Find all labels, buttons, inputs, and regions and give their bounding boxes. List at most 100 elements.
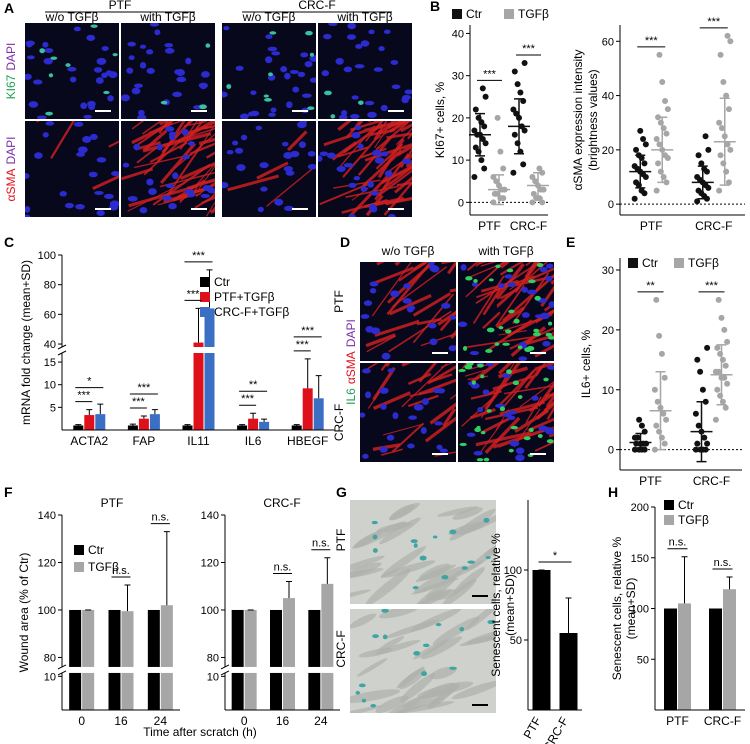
y-axis-label: KI67+ cells, % [433,81,447,158]
stained-spot [524,347,532,353]
nucleus [164,47,175,54]
chart-title: CRC-F [263,496,300,510]
y-axis-label: (mean+SD) [503,574,517,636]
bar [302,388,313,430]
data-point [717,51,724,58]
nucleus [42,41,49,48]
error-bar [129,423,136,426]
row-label: PTF [334,529,348,552]
bar [204,308,215,430]
axis-break-mark [220,670,230,676]
nucleus [268,112,276,117]
panel-letter: A [4,0,14,16]
error-bar [184,424,191,426]
actin-fiber [128,184,198,208]
nucleus [139,61,147,69]
stained-spot [476,425,481,429]
nucleus [28,101,39,108]
nucleus [515,454,525,462]
stained-spot [160,100,168,105]
significance-label: n.s. [274,561,292,573]
y-tick-label: 80 [207,652,219,664]
y-tick-label: 120 [38,557,56,569]
significance-label: *** [192,250,206,262]
nucleus [128,55,135,61]
significance-label: ** [646,280,655,292]
actin-fiber [447,262,456,275]
nucleus [370,190,379,196]
actin-fiber [194,194,215,209]
data-point [692,410,699,417]
actin-fiber [131,121,145,130]
y-tick-label: 120 [201,557,219,569]
actin-fiber [498,363,513,375]
x-tick-label: CRC-F [695,219,732,233]
nucleus [133,143,141,151]
cell [380,560,436,578]
nucleus [96,209,105,216]
nucleus [408,415,417,420]
nucleus [542,340,551,347]
cell [365,568,411,604]
cell [380,546,427,578]
actin-fiber [515,275,554,287]
legend-swatch [200,292,210,302]
stained-spot [543,377,549,382]
x-axis-label: Time after scratch (h) [143,725,257,739]
stained-spot [459,442,467,447]
y-tick-label: 100 [631,604,649,616]
legend-label: Ctr [642,256,658,270]
nucleus [73,26,81,32]
actin-fiber [418,378,456,396]
panel-letter: H [608,484,618,500]
nucleus [319,151,329,157]
stained-spot [371,520,378,525]
nucleus [321,70,330,77]
bar [193,342,204,430]
y-axis-label: Senescent cells, relative % [610,536,624,680]
actin-fiber [374,319,420,337]
stained-spot [508,448,514,453]
micrograph [318,23,412,119]
y-tick-label: 100 [38,605,56,617]
legend-swatch [674,258,684,268]
y-axis-label: (mean+SD) [624,578,638,640]
stained-spot [510,425,518,430]
nucleus [103,193,114,200]
nucleus [383,29,391,34]
x-tick-label: PTF [639,474,662,488]
actin-fiber [442,408,456,427]
legend-label: Ctr [214,275,230,289]
nucleus [83,114,92,119]
actin-fiber [337,121,353,131]
data-point [712,416,719,423]
nucleus [307,164,316,170]
nucleus [380,104,388,112]
actin-fiber [205,201,215,217]
nucleus [449,315,456,320]
actin-fiber [513,408,541,448]
data-point [704,440,711,447]
nucleus [436,444,443,450]
bar [108,609,121,710]
bar [237,425,248,430]
nucleus [429,338,438,346]
actin-fiber [482,285,503,316]
significance-label: *** [241,393,255,405]
nucleus [286,101,293,109]
legend-swatch [664,515,674,525]
nucleus [531,395,539,401]
cell [452,507,483,520]
data-point [633,146,640,153]
actin-fiber [142,132,212,153]
nucleus [33,79,43,85]
micrograph-background [25,121,119,217]
stained-spot [537,433,543,439]
group-label: CRC-F [298,0,335,12]
nucleus [527,289,537,295]
nucleus [250,110,260,117]
stained-spot [90,24,98,28]
cell [350,689,400,704]
y-tick-label: 100 [504,565,522,577]
nucleus [402,298,412,304]
